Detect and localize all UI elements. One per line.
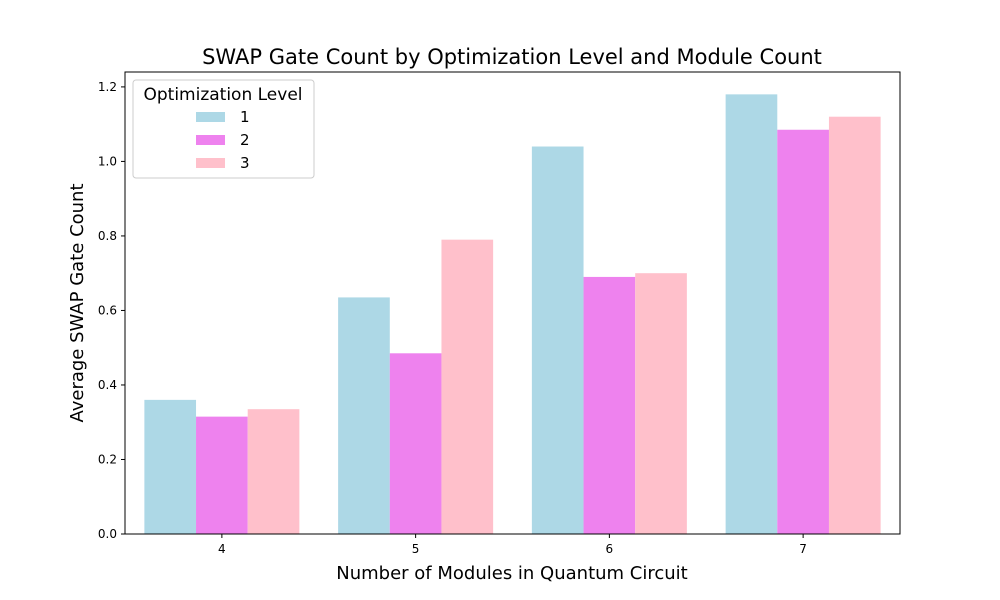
legend-swatch-level-2 [196, 135, 225, 145]
plot-frame [124, 71, 901, 535]
legend-label-level-2: 2 [240, 131, 250, 149]
y-tick-label: 1.0 [98, 154, 117, 168]
bar-6-level-1 [531, 146, 584, 535]
bar-7-level-3 [828, 116, 881, 534]
y-tick-label: 0.4 [98, 378, 117, 392]
y-axis-label: Average SWAP Gate Count [67, 183, 88, 422]
y-axis: 0.0 0.2 0.4 0.6 0.8 1.0 1.2 [98, 80, 125, 541]
bars-group [144, 94, 881, 535]
bar-7-level-1 [725, 94, 778, 535]
y-tick-label: 1.2 [98, 80, 117, 94]
y-tick-label: 0.6 [98, 303, 117, 317]
bar-5-level-3 [441, 239, 494, 534]
bar-4-level-1 [144, 399, 197, 534]
legend-swatch-level-3 [196, 158, 225, 168]
y-tick-label: 0.0 [98, 527, 117, 541]
y-tick-label: 0.2 [98, 452, 117, 466]
legend: Optimization Level 1 2 3 [132, 79, 315, 179]
legend-frame [132, 79, 315, 179]
bar-5-level-1 [338, 297, 390, 534]
bar-5-level-2 [389, 353, 442, 534]
x-tick-label: 4 [218, 542, 226, 556]
bar-4-level-3 [247, 409, 300, 534]
x-tick-label: 6 [606, 542, 614, 556]
legend-label-level-1: 1 [240, 108, 250, 126]
x-axis-label: Number of Modules in Quantum Circuit [336, 563, 687, 584]
chart-title: SWAP Gate Count by Optimization Level an… [202, 45, 822, 69]
legend-swatch-level-1 [196, 112, 225, 122]
legend-title: Optimization Level [143, 85, 302, 105]
legend-label-level-3: 3 [240, 154, 250, 172]
bar-7-level-2 [777, 129, 829, 534]
x-tick-label: 5 [412, 542, 420, 556]
bar-6-level-2 [583, 276, 636, 534]
bar-4-level-2 [196, 416, 248, 534]
x-axis: 4 5 6 7 [218, 534, 807, 556]
bar-6-level-3 [635, 273, 687, 534]
x-tick-label: 7 [799, 542, 807, 556]
y-tick-label: 0.8 [98, 229, 117, 243]
